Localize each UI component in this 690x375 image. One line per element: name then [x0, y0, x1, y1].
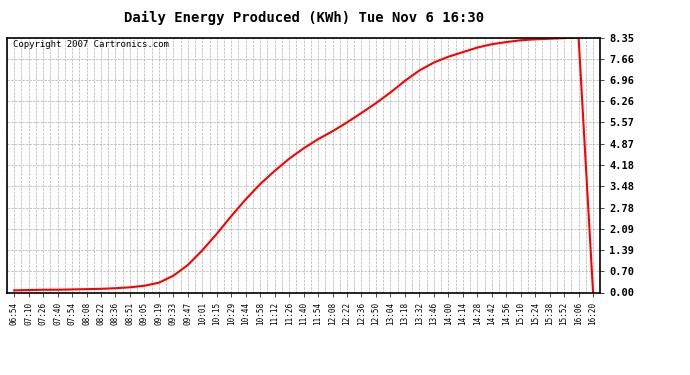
Text: Copyright 2007 Cartronics.com: Copyright 2007 Cartronics.com — [13, 40, 169, 49]
Text: Daily Energy Produced (KWh) Tue Nov 6 16:30: Daily Energy Produced (KWh) Tue Nov 6 16… — [124, 11, 484, 26]
